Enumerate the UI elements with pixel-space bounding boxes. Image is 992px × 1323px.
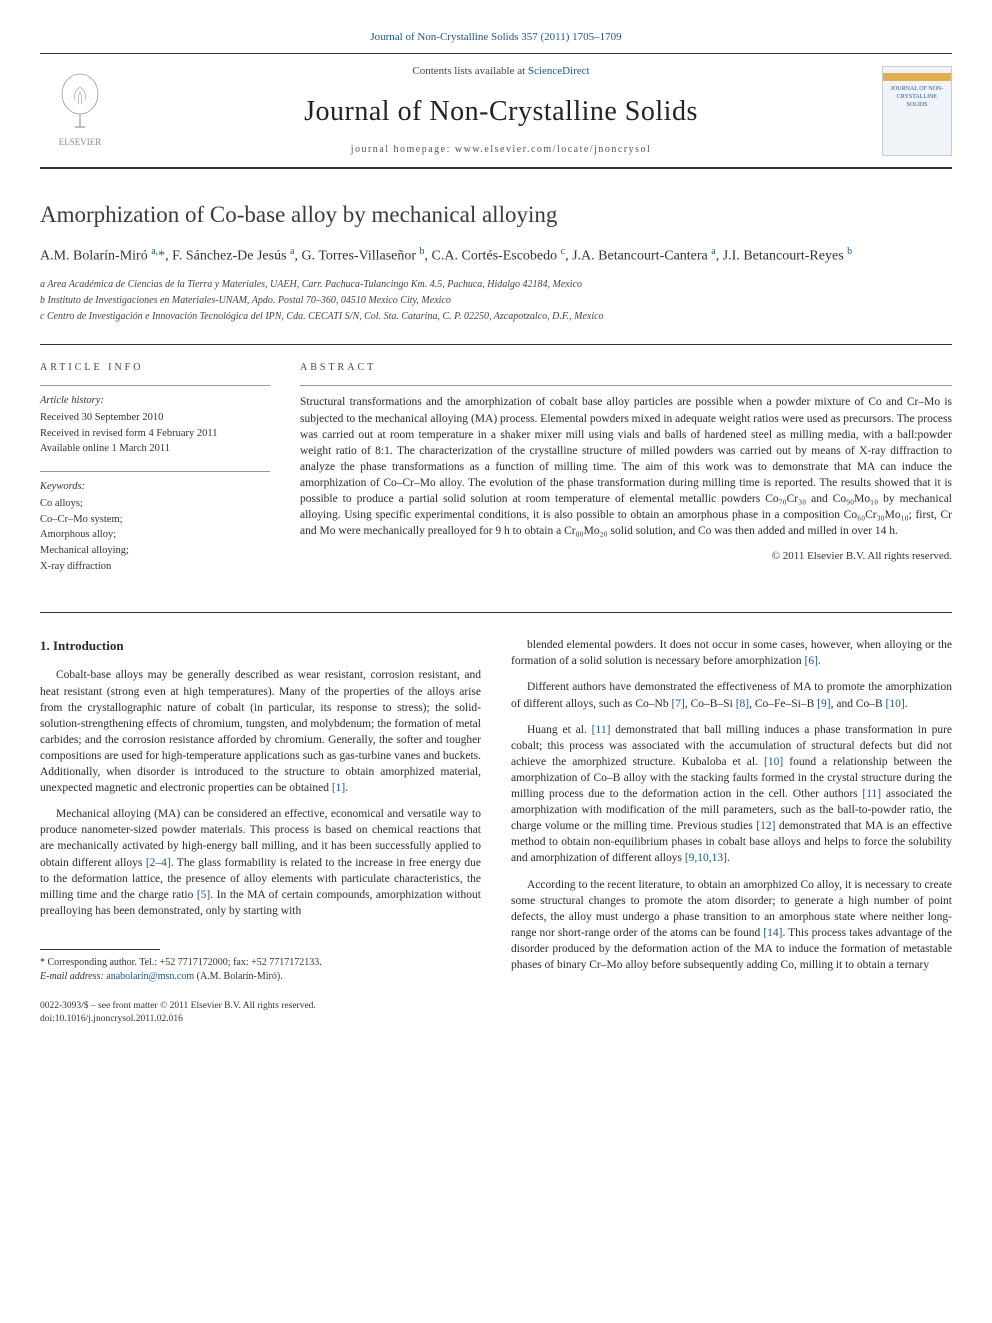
affiliation-line: a Area Académica de Ciencias de la Tierr… (40, 278, 952, 292)
ref-link[interactable]: [1] (332, 782, 345, 794)
body-column-left: 1. Introduction Cobalt-base alloys may b… (40, 637, 481, 1026)
abstract-text: Structural transformations and the amorp… (300, 385, 952, 539)
author-list: A.M. Bolarín-Miró a,*, F. Sánchez-De Jes… (40, 245, 952, 266)
keyword-item: X-ray diffraction (40, 560, 270, 575)
abstract-copyright: © 2011 Elsevier B.V. All rights reserved… (300, 549, 952, 564)
elsevier-logo: ELSEVIER (40, 66, 120, 156)
header-center: Contents lists available at ScienceDirec… (120, 64, 882, 157)
ref-link[interactable]: [14] (763, 927, 782, 939)
history-received: Received 30 September 2010 (40, 411, 270, 426)
journal-reference: Journal of Non-Crystalline Solids 357 (2… (40, 30, 952, 45)
bottom-meta: 0022-3093/$ – see front matter © 2011 El… (40, 1000, 481, 1027)
affiliation-line: b Instituto de Investigaciones en Materi… (40, 294, 952, 308)
affiliations: a Area Académica de Ciencias de la Tierr… (40, 278, 952, 324)
body-paragraph: blended elemental powders. It does not o… (511, 637, 952, 669)
body-paragraph: Different authors have demonstrated the … (511, 679, 952, 711)
ref-link[interactable]: [12] (756, 820, 775, 832)
doi-line: doi:10.1016/j.jnoncrysol.2011.02.016 (40, 1013, 481, 1026)
ref-link[interactable]: [2–4] (146, 857, 171, 869)
footnote-email-link[interactable]: anabolarin@msn.com (106, 971, 194, 982)
history-label: Article history: (40, 394, 270, 409)
abstract-column: abstract Structural transformations and … (300, 361, 952, 588)
section-heading: 1. Introduction (40, 637, 481, 655)
ref-link[interactable]: [6] (805, 655, 818, 667)
keyword-item: Co alloys; (40, 497, 270, 512)
journal-name: Journal of Non-Crystalline Solids (140, 92, 862, 131)
corresponding-author-footnote: * Corresponding author. Tel.: +52 771717… (40, 956, 481, 984)
ref-link[interactable]: [10] (764, 756, 783, 768)
sciencedirect-link[interactable]: ScienceDirect (528, 65, 590, 77)
footnote-tel: * Corresponding author. Tel.: +52 771717… (40, 956, 481, 970)
ref-link[interactable]: [10] (886, 698, 905, 710)
contents-line: Contents lists available at ScienceDirec… (140, 64, 862, 79)
history-revised: Received in revised form 4 February 2011 (40, 427, 270, 442)
homepage-line: journal homepage: www.elsevier.com/locat… (140, 143, 862, 157)
history-online: Available online 1 March 2011 (40, 442, 270, 457)
body-paragraph: Mechanical alloying (MA) can be consider… (40, 806, 481, 919)
keyword-item: Co–Cr–Mo system; (40, 513, 270, 528)
ref-link[interactable]: [7] (671, 698, 684, 710)
body-column-right: blended elemental powders. It does not o… (511, 637, 952, 1026)
body-columns: 1. Introduction Cobalt-base alloys may b… (40, 637, 952, 1026)
journal-cover-thumbnail: JOURNAL OF NON-CRYSTALLINE SOLIDS (882, 66, 952, 156)
ref-link[interactable]: [5] (197, 889, 210, 901)
keywords-label: Keywords: (40, 480, 270, 495)
article-title: Amorphization of Co-base alloy by mechan… (40, 199, 952, 231)
elsevier-label: ELSEVIER (59, 136, 102, 149)
tree-icon (55, 72, 105, 132)
journal-ref-link[interactable]: Journal of Non-Crystalline Solids 357 (2… (370, 31, 621, 43)
footnote-email-label: E-mail address: (40, 971, 104, 982)
section-divider (40, 612, 952, 613)
issn-line: 0022-3093/$ – see front matter © 2011 El… (40, 1000, 481, 1013)
keyword-item: Mechanical alloying; (40, 544, 270, 559)
ref-link[interactable]: [11] (592, 724, 611, 736)
footnote-separator (40, 949, 160, 950)
footnote-email-person: (A.M. Bolarín-Miró). (197, 971, 283, 982)
abstract-label: abstract (300, 361, 952, 375)
body-paragraph: Huang et al. [11] demonstrated that ball… (511, 722, 952, 867)
article-history: Article history: Received 30 September 2… (40, 385, 270, 457)
ref-link[interactable]: [9,10,13] (685, 852, 727, 864)
ref-link[interactable]: [9] (817, 698, 830, 710)
keyword-item: Amorphous alloy; (40, 528, 270, 543)
header-banner: ELSEVIER Contents lists available at Sci… (40, 53, 952, 169)
body-paragraph: According to the recent literature, to o… (511, 877, 952, 974)
keywords-block: Keywords: Co alloys;Co–Cr–Mo system;Amor… (40, 471, 270, 574)
ref-link[interactable]: [11] (862, 788, 881, 800)
article-info-column: article info Article history: Received 3… (40, 361, 270, 588)
ref-link[interactable]: [8] (736, 698, 749, 710)
affiliation-line: c Centro de Investigación e Innovación T… (40, 310, 952, 324)
body-paragraph: Cobalt-base alloys may be generally desc… (40, 667, 481, 796)
article-info-label: article info (40, 361, 270, 375)
